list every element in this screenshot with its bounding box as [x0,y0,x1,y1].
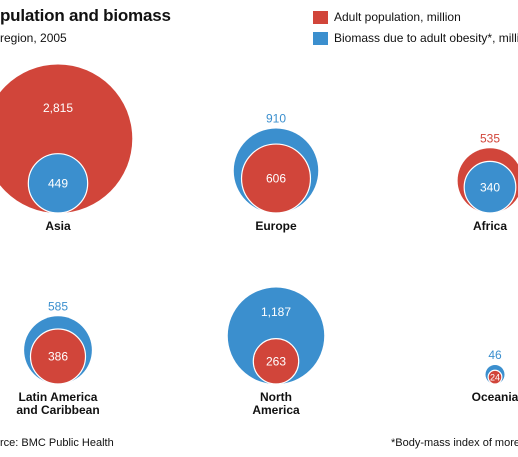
category-label-latin-america-and-caribbean-line1: Latin America [19,390,98,404]
legend-swatch-population [313,10,328,24]
legend-item-population: Adult population, million [313,9,461,25]
source-note: rce: BMC Public Health [0,437,114,449]
bubble-population-oceania [487,369,503,385]
chart-subtitle: region, 2005 [0,31,67,45]
category-label-africa: Africa [473,219,507,233]
bubble-biomass-north-america [227,287,325,384]
value-label-population-oceania: 24 [490,373,500,383]
legend-label-biomass: Biomass due to adult obesity*, million [334,31,518,45]
footnote: *Body-mass index of more tha [391,437,518,449]
legend-label-population: Adult population, million [334,10,461,24]
bubble-population-latin-america-and-caribbean [29,328,87,385]
value-label-biomass-latin-america-and-caribbean: 585 [48,299,68,313]
category-label-north-america-line1: North [260,390,292,404]
category-label-asia: Asia [45,219,71,233]
category-label-europe: Europe [255,219,297,233]
category-label-north-america-line2: America [252,403,300,417]
value-label-biomass-oceania: 46 [488,348,502,362]
legend-swatch-biomass [313,31,328,45]
bubble-biomass-africa [463,160,517,214]
value-label-biomass-asia: 449 [48,177,68,191]
legend-item-biomass: Biomass due to adult obesity*, million [313,30,518,46]
bubble-population-north-america [252,337,300,385]
value-label-biomass-africa: 340 [480,180,500,194]
bubble-biomass-asia [27,153,89,214]
category-label-oceania: Oceania [472,390,518,404]
value-label-biomass-north-america: 1,187 [261,305,291,319]
value-label-population-europe: 606 [266,172,286,186]
value-label-population-north-america: 263 [266,354,286,368]
value-label-biomass-europe: 910 [266,112,286,126]
chart-title: pulation and biomass [0,6,171,25]
value-label-population-africa: 535 [480,131,500,145]
value-label-population-latin-america-and-caribbean: 386 [48,350,68,364]
bubble-chart: 449 2,815 Asia 606 910 Europe 340 535 Africa 386 5… [0,64,518,417]
bubble-population-europe [240,143,312,214]
value-label-population-asia: 2,815 [43,101,73,115]
category-label-latin-america-and-caribbean-line2: and Caribbean [16,403,99,417]
